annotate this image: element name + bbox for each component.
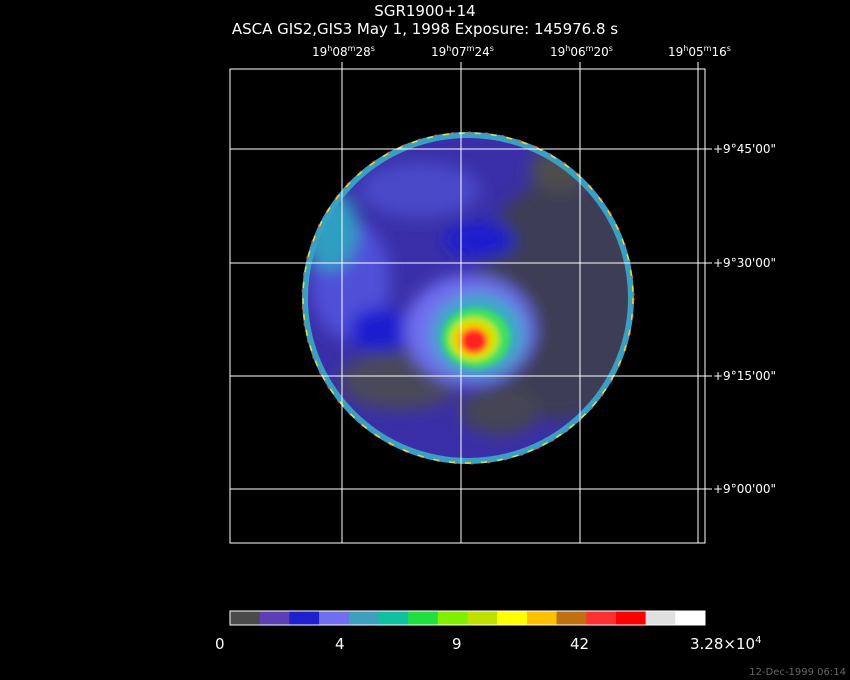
colorbar-label-2: 9	[452, 635, 462, 653]
image-field	[305, 135, 631, 461]
colorbar-label-3: 42	[570, 635, 590, 653]
colorbar-swatch-14	[645, 611, 676, 625]
colorbar-frame	[229, 610, 706, 626]
dec-label-0: +9°45'00"	[713, 142, 777, 156]
colorbar-label-1: 4	[335, 635, 345, 653]
coordinate-grid	[230, 69, 712, 543]
colorbar-swatch-8	[467, 611, 498, 625]
ra-label-3: 19h05m16s	[668, 44, 731, 59]
colorbar-swatch-1	[259, 611, 290, 625]
colorbar-swatch-7	[437, 611, 468, 625]
fov-rim	[302, 132, 634, 464]
colorbar-swatch-5	[378, 611, 409, 625]
colorbar-swatch-6	[408, 611, 439, 625]
ra-label-0: 19h08m28s	[312, 44, 375, 59]
colorbar-swatch-3	[319, 611, 350, 625]
colorbar-swatch-9	[497, 611, 528, 625]
colorbar-swatch-4	[348, 611, 379, 625]
dec-label-1: +9°30'00"	[713, 256, 777, 270]
plot-frame	[229, 68, 706, 544]
colorbar	[229, 610, 706, 626]
ra-label-2: 19h06m20s	[550, 44, 613, 59]
ra-tick-marks	[341, 62, 699, 69]
chart-title: SGR1900+14	[374, 2, 476, 20]
colorbar-swatch-10	[526, 611, 558, 625]
colorbar-swatch-11	[556, 611, 587, 625]
colorbar-swatch-15	[675, 611, 706, 625]
timestamp: 12-Dec-1999 06:14	[749, 667, 846, 678]
dec-label-2: +9°15'00"	[713, 369, 777, 383]
colorbar-label-max: 3.28×104	[690, 635, 762, 653]
colorbar-swatch-13	[615, 611, 647, 625]
chart-subtitle: ASCA GIS2,GIS3 May 1, 1998 Exposure: 145…	[231, 20, 619, 38]
colorbar-swatch-2	[289, 611, 320, 625]
colorbar-swatch-0	[230, 611, 261, 625]
ra-label-1: 19h07m24s	[431, 44, 494, 59]
dec-label-3: +9°00'00"	[713, 482, 777, 496]
colorbar-swatch-12	[586, 611, 617, 625]
colorbar-label-0: 0	[215, 635, 225, 653]
